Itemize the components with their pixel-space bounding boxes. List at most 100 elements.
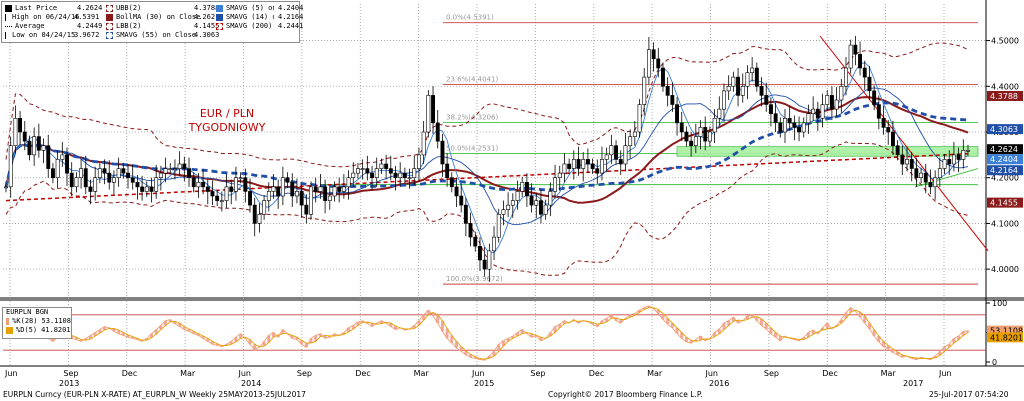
x-month-label: Sep [63, 369, 78, 378]
candle-body [341, 186, 346, 192]
x-axis: Jun Sep Dec Mar Jun Sep Dec Mar Jun Sep Dec Mar Jun S… [4, 369, 952, 388]
candle-body [646, 49, 651, 78]
x-month-label: Sep [764, 369, 779, 378]
candle-body [637, 104, 642, 133]
price-tag [987, 154, 1023, 165]
fibonacci-label: 100.0%(3.9672) [446, 275, 503, 283]
candle-body [496, 214, 501, 238]
x-year-label: 2017 [903, 379, 923, 388]
candle-body [234, 177, 238, 192]
candle-body [445, 163, 450, 178]
price-tag [987, 144, 1023, 155]
candle-body [750, 67, 755, 73]
candle-body [468, 223, 473, 238]
price-tag-label: 4.1455 [990, 199, 1018, 208]
candle-body [684, 131, 689, 142]
candle-body [182, 163, 187, 169]
candle-body [890, 131, 895, 146]
candle-body [416, 154, 421, 169]
candle-body [22, 131, 27, 142]
candle-body [149, 186, 154, 192]
candle-body [102, 168, 107, 174]
candle-body [595, 168, 600, 174]
candle-body [201, 182, 206, 188]
stochastic-tag-label: 53.1108 [990, 327, 1023, 336]
footer-source: EURPLN Curncy (EUR-PLN X-RATE) AT_EURPLN… [3, 390, 306, 399]
candle-body [285, 177, 290, 183]
price-tag-label: 4.2164 [990, 166, 1018, 175]
candle-body [402, 172, 407, 179]
candle-body [487, 250, 492, 270]
candle-body [506, 204, 511, 211]
candle-body [567, 163, 572, 169]
candle-body [323, 186, 328, 201]
candle-body [867, 76, 872, 92]
candle-body [36, 136, 41, 151]
candle-body [309, 186, 313, 215]
candle-body [27, 140, 32, 156]
candle-body [585, 159, 590, 165]
candle-body [248, 191, 252, 206]
candle-body [13, 118, 18, 147]
x-year-label: 2013 [59, 379, 79, 388]
candle-body [628, 136, 633, 147]
footer-copyright: Copyright© 2017 Bloomberg Finance L.P. [548, 390, 703, 399]
candle-body [773, 113, 778, 124]
candle-body [731, 76, 736, 87]
candle-body [107, 172, 112, 183]
candle-body [163, 168, 168, 174]
x-month-label: Jun [938, 369, 952, 378]
footer: EURPLN Curncy (EUR-PLN X-RATE) AT_EURPLN… [0, 389, 1024, 401]
x-month-label: Jun [705, 369, 719, 378]
candle-body [853, 44, 858, 55]
candle-body [520, 182, 525, 192]
candle-body [754, 67, 759, 87]
candle-body [4, 186, 9, 189]
candle-body [609, 145, 614, 156]
candle-body [632, 131, 637, 137]
candle-body [229, 186, 234, 192]
candle-body [398, 172, 403, 179]
candle-body [787, 118, 792, 124]
candle-body [299, 191, 304, 206]
chart-legend: Last Price 4.2624 High on 06/24/16 4.5391 … [1, 1, 303, 43]
candle-body [905, 159, 910, 165]
candle-body [140, 186, 145, 192]
x-month-label: Jun [4, 369, 18, 378]
candle-body [820, 104, 825, 119]
candle-body [524, 182, 529, 197]
candle-body [79, 168, 84, 179]
candle-body [736, 76, 741, 96]
candle-body [219, 200, 224, 202]
candle-body [895, 145, 900, 156]
y-tick-label: 4.4000 [991, 82, 1019, 91]
candle-body [961, 150, 966, 160]
candle-body [618, 159, 623, 165]
x-month-label: Dec [355, 369, 370, 378]
candle-body [590, 163, 595, 169]
candle-body [844, 67, 849, 87]
candle-body [32, 136, 37, 156]
candle-body [294, 191, 299, 197]
candle-body [937, 168, 942, 179]
candle-body [679, 122, 684, 133]
candle-body [825, 95, 830, 105]
candle-body [919, 172, 924, 179]
candle-body [557, 172, 562, 179]
candle-body [116, 168, 121, 179]
candle-body [951, 154, 956, 165]
candle-body [412, 168, 417, 179]
candle-body [834, 99, 839, 110]
candle-body [717, 108, 722, 119]
candle-body [215, 195, 220, 201]
candle-body [431, 95, 435, 124]
candle-body [74, 177, 79, 188]
candle-body [581, 159, 586, 169]
candle-body [529, 195, 534, 206]
candle-body [374, 168, 379, 179]
candle-body [806, 113, 811, 124]
candle-body [454, 186, 459, 197]
candle-body [177, 163, 182, 169]
price-tag [987, 124, 1023, 135]
